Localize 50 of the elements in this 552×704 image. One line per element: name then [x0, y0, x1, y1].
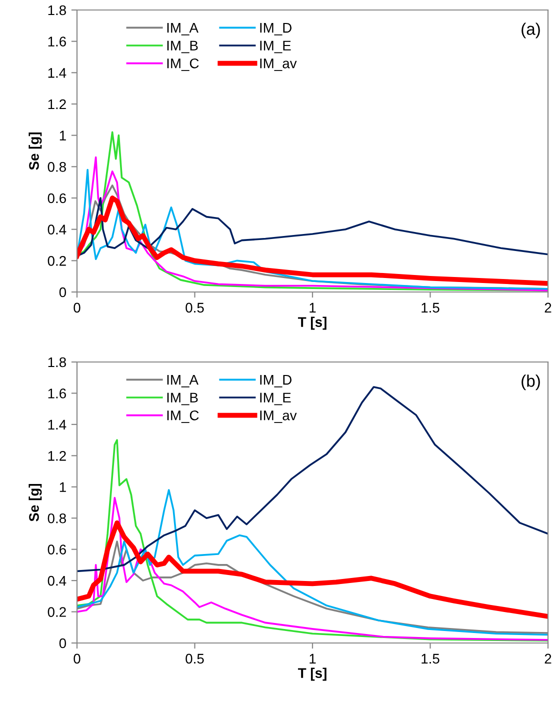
- legend-label: IM_C: [167, 410, 199, 423]
- legend-label: IM_B: [167, 40, 198, 54]
- legend-label: IM_E: [260, 392, 291, 406]
- y-tick-label: 0: [59, 287, 66, 298]
- y-tick-label: 0.6: [48, 544, 66, 555]
- y-tick-label: 0.6: [48, 193, 66, 204]
- y-tick-label: 1.4: [48, 68, 66, 78]
- x-axis-title: T [s]: [298, 668, 326, 681]
- legend-label: IM_av: [260, 410, 297, 423]
- x-tick-label: 2: [544, 302, 552, 312]
- x-tick-label: 0: [74, 302, 80, 313]
- y-tick-label: 1.4: [48, 420, 66, 430]
- x-tick-label: 1.5: [422, 302, 440, 313]
- legend-label: IM_A: [167, 23, 198, 36]
- y-tick-label: 1.8: [48, 357, 66, 368]
- legend-label: IM_D: [260, 23, 292, 36]
- y-tick-label: 0.4: [48, 576, 66, 586]
- x-tick-label: 1.5: [422, 654, 440, 664]
- x-tick-label: 0.5: [186, 302, 204, 313]
- legend-label: IM_av: [260, 58, 297, 71]
- y-axis-title: Se [g]: [28, 484, 42, 522]
- line-series: [77, 520, 548, 619]
- y-tick-label: 0: [59, 638, 66, 648]
- y-tick-label: 1.6: [48, 388, 66, 398]
- legend-label: IM_D: [260, 375, 292, 388]
- y-tick-label: 0.8: [48, 162, 66, 172]
- y-tick-label: 1: [60, 482, 66, 492]
- legend-label: IM_E: [260, 40, 291, 54]
- y-tick-label: 1.8: [48, 5, 66, 16]
- y-tick-label: 1.6: [48, 36, 66, 47]
- line-series: [77, 197, 548, 257]
- x-tick-label: 2: [544, 654, 552, 664]
- y-tick-label: 1.2: [48, 451, 66, 461]
- x-tick-label: 1: [310, 302, 316, 312]
- y-tick-label: 1: [60, 130, 66, 140]
- y-axis-title: Se [g]: [28, 132, 42, 170]
- annotation: (a): [522, 22, 540, 38]
- x-tick-label: 1: [310, 654, 316, 664]
- x-tick-label: 0: [74, 654, 80, 664]
- x-axis-title: T [s]: [298, 316, 326, 330]
- x-tick-label: 0.5: [186, 654, 204, 664]
- y-tick-label: 0.2: [48, 256, 66, 266]
- y-tick-label: 0.2: [48, 607, 66, 617]
- y-tick-label: 1.2: [48, 99, 66, 110]
- legend-label: IM_B: [167, 392, 198, 406]
- y-tick-label: 0.4: [48, 224, 66, 235]
- annotation: (b): [522, 374, 540, 390]
- y-tick-label: 0.8: [48, 513, 66, 524]
- legend-label: IM_C: [167, 58, 199, 71]
- legend-label: IM_A: [167, 375, 198, 388]
